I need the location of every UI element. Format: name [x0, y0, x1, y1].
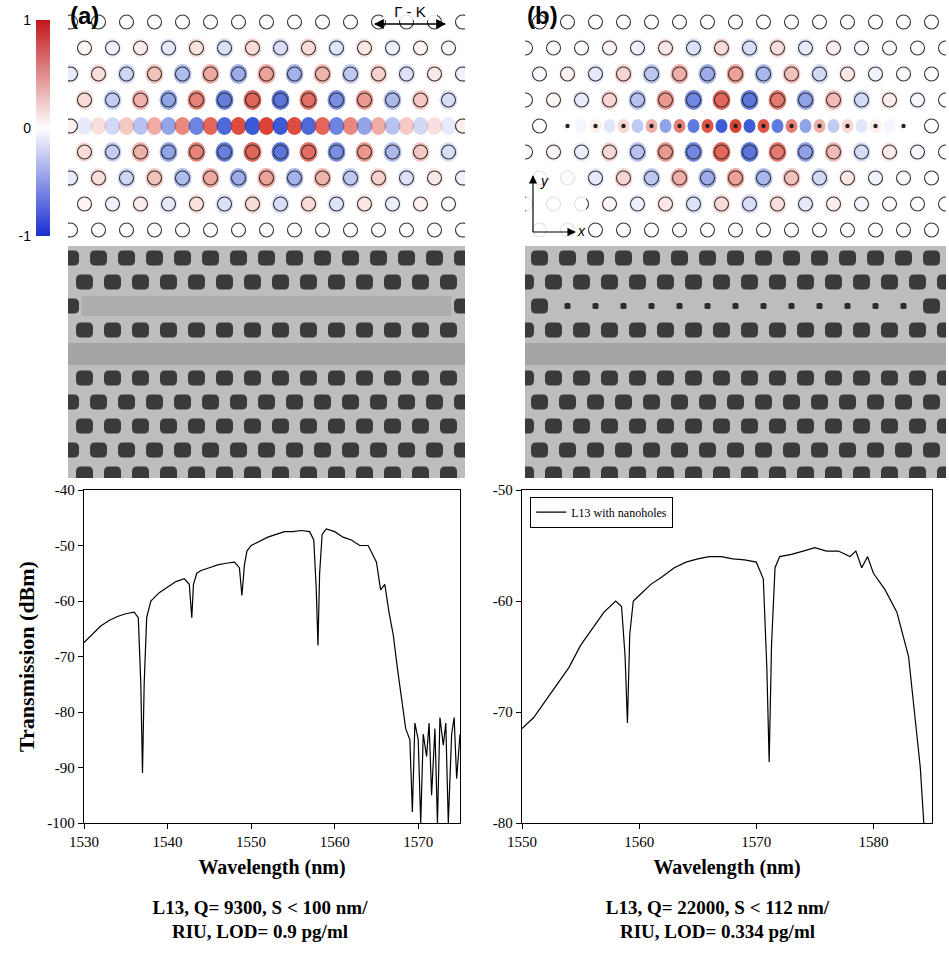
html-text:RIU, LOD= 0.334 pg/ml: RIU, LOD= 0.334 pg/ml [620, 921, 815, 942]
svg-text:-70: -70 [493, 704, 513, 720]
svg-text:y: y [540, 173, 549, 189]
svg-text:1560: 1560 [320, 834, 350, 850]
svg-text:1: 1 [23, 12, 31, 28]
svg-text:(b): (b) [527, 2, 558, 29]
svg-text:1560: 1560 [624, 834, 654, 850]
svg-text:Γ - K: Γ - K [394, 3, 426, 20]
svg-text:Wavelength (nm): Wavelength (nm) [653, 856, 800, 879]
svg-text:-1: -1 [19, 228, 32, 244]
svg-text:(a): (a) [70, 2, 99, 29]
svg-text:-60: -60 [55, 593, 75, 609]
svg-text:-80: -80 [493, 815, 513, 831]
svg-text:1570: 1570 [403, 834, 433, 850]
svg-text:Wavelength (nm): Wavelength (nm) [198, 856, 345, 879]
svg-text:-80: -80 [55, 704, 75, 720]
html-text:L13, Q= 22000, S < 112 nm/: L13, Q= 22000, S < 112 nm/ [605, 897, 830, 918]
svg-text:-50: -50 [55, 538, 75, 554]
svg-text:-100: -100 [47, 815, 75, 831]
svg-text:-40: -40 [55, 482, 75, 498]
svg-text:-70: -70 [55, 649, 75, 665]
svg-text:-50: -50 [493, 482, 513, 498]
svg-text:x: x [577, 223, 586, 239]
svg-text:1550: 1550 [236, 834, 266, 850]
svg-text:Transmission (dBm): Transmission (dBm) [14, 561, 39, 752]
svg-text:1540: 1540 [153, 834, 183, 850]
svg-text:-60: -60 [493, 593, 513, 609]
svg-text:1550: 1550 [507, 834, 537, 850]
svg-text:1530: 1530 [69, 834, 99, 850]
html-text:RIU, LOD= 0.9 pg/ml: RIU, LOD= 0.9 pg/ml [172, 921, 348, 942]
svg-text:-90: -90 [55, 760, 75, 776]
svg-text:1580: 1580 [858, 834, 888, 850]
svg-text:1570: 1570 [741, 834, 771, 850]
svg-text:L13 with nanoholes: L13 with nanoholes [571, 506, 667, 520]
html-text:L13, Q= 9300, S < 100 nm/: L13, Q= 9300, S < 100 nm/ [152, 897, 368, 918]
svg-text:0: 0 [23, 120, 31, 136]
